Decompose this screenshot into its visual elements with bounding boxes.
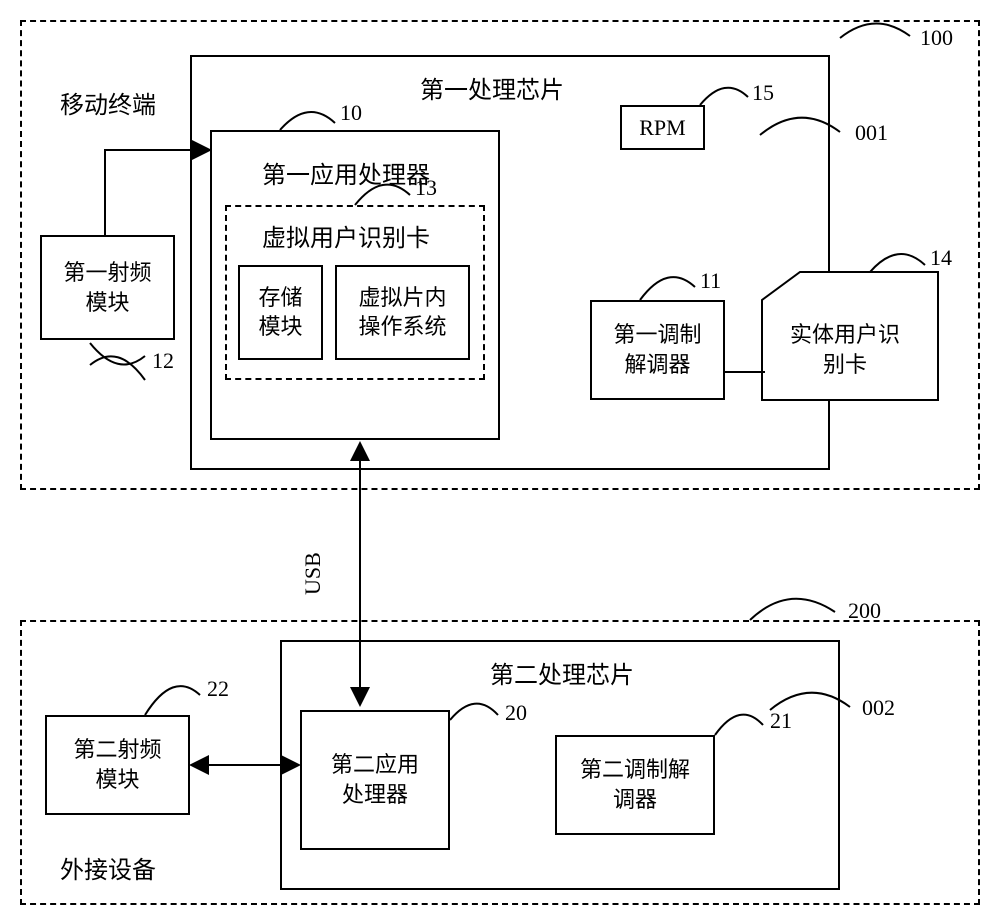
second-app-processor-label: 第二应用 处理器 — [331, 750, 419, 809]
ref-15: 15 — [752, 80, 774, 106]
second-rf: 第二射频 模块 — [45, 715, 190, 815]
ref-001: 001 — [855, 120, 888, 146]
vsim-storage: 存储 模块 — [238, 265, 323, 360]
ref-12: 12 — [152, 348, 174, 374]
mobile-terminal-label: 移动终端 — [60, 85, 156, 120]
second-rf-label: 第二射频 模块 — [73, 735, 161, 794]
arrow-rf-to-ap — [100, 140, 220, 240]
arrow-rf2-ap2 — [190, 755, 300, 775]
line-modem-sim — [725, 370, 765, 374]
second-modem-label: 第二调制解 调器 — [580, 755, 690, 814]
ref-13: 13 — [415, 175, 437, 201]
ref-100: 100 — [920, 25, 953, 51]
sim-card-label: 实体用户识 别卡 — [790, 320, 900, 379]
rpm-box: RPM — [620, 105, 705, 150]
ref-14: 14 — [930, 245, 952, 271]
ref-10: 10 — [340, 100, 362, 126]
vsim-storage-label: 存储 模块 — [258, 284, 302, 341]
first-modem: 第一调制 解调器 — [590, 300, 725, 400]
ref-21: 21 — [770, 708, 792, 734]
ref-002: 002 — [862, 695, 895, 721]
second-app-processor: 第二应用 处理器 — [300, 710, 450, 850]
first-modem-label: 第一调制 解调器 — [613, 320, 701, 379]
first-rf-label: 第一射频 模块 — [63, 258, 151, 317]
second-modem: 第二调制解 调器 — [555, 735, 715, 835]
first-rf: 第一射频 模块 — [40, 235, 175, 340]
ref-20: 20 — [505, 700, 527, 726]
vsim-title: 虚拟用户识别卡 — [262, 218, 430, 253]
ref-11: 11 — [700, 268, 721, 294]
ref-200: 200 — [848, 598, 881, 624]
rpm-label: RPM — [639, 115, 685, 141]
ref-22: 22 — [207, 676, 229, 702]
external-device-label: 外接设备 — [60, 850, 156, 885]
second-chip-title: 第二处理芯片 — [490, 655, 634, 690]
vsim-vcos-label: 虚拟片内 操作系统 — [358, 284, 446, 341]
first-chip-title: 第一处理芯片 — [420, 70, 564, 105]
vsim-vcos: 虚拟片内 操作系统 — [335, 265, 470, 360]
usb-label: USB — [300, 552, 326, 595]
